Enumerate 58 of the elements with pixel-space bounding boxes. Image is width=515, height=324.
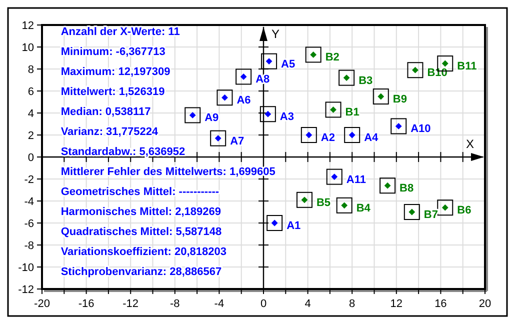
annotation: Median: 0,538117 — [60, 106, 151, 118]
data-label: A5 — [281, 58, 296, 70]
y-tick-label: -12 — [18, 284, 34, 296]
y-tick-label: 10 — [22, 42, 34, 54]
data-label: B8 — [400, 182, 414, 195]
data-label: B4 — [356, 202, 372, 214]
data-label: A11 — [346, 174, 366, 186]
data-label: A10 — [410, 123, 431, 136]
data-label: B2 — [325, 52, 340, 64]
data-label: B5 — [316, 196, 331, 209]
annotation: Varianz: 31,775224 — [60, 126, 159, 138]
data-label: A9 — [204, 112, 219, 124]
y-tick-label: 6 — [28, 86, 34, 98]
y-tick-label: 4 — [28, 108, 34, 120]
x-tick-label: -8 — [170, 298, 180, 310]
y-tick-label: -4 — [24, 196, 34, 208]
y-tick-label: -8 — [24, 240, 34, 252]
x-tick-label: -20 — [34, 298, 50, 310]
annotation: Mittelwert: 1,526319 — [60, 86, 165, 98]
x-tick-label: -12 — [122, 298, 139, 310]
y-tick-label: 2 — [28, 130, 34, 142]
data-label: B1 — [345, 106, 360, 119]
annotation: Anzahl der X-Werte: 11 — [60, 26, 180, 38]
data-label: B9 — [392, 94, 407, 106]
x-tick-label: 20 — [478, 298, 492, 310]
x-tick-label: -16 — [78, 298, 94, 310]
annotation: Maximum: 12,197309 — [60, 66, 170, 78]
x-axis-title: X — [466, 137, 474, 151]
annotation: Variationskoeffizient: 20,818203 — [60, 246, 227, 258]
y-tick-label: -10 — [18, 262, 34, 274]
x-tick-label: 4 — [304, 298, 311, 310]
x-tick-label: 0 — [260, 298, 267, 310]
data-label: A4 — [364, 132, 380, 144]
y-tick-label: 12 — [22, 20, 34, 32]
data-label: B6 — [457, 204, 472, 217]
data-label: A6 — [236, 94, 251, 107]
x-tick-label: -4 — [214, 298, 224, 310]
data-label: A2 — [320, 132, 335, 144]
y-tick-label: -6 — [24, 218, 34, 230]
x-tick-label: 12 — [390, 298, 403, 310]
data-label: B11 — [457, 60, 477, 72]
x-tick-label: 8 — [349, 298, 356, 310]
annotation: Quadratisches Mittel: 5,587148 — [60, 226, 222, 238]
data-label: A1 — [286, 220, 301, 232]
data-label: B3 — [358, 74, 373, 87]
data-label: A7 — [230, 135, 244, 148]
y-axis-title: Y — [271, 27, 280, 41]
annotation: Minimum: -6,367713 — [60, 46, 166, 58]
annotation: Geometrisches Mittel: ----------- — [60, 186, 220, 198]
y-tick-label: -2 — [24, 174, 34, 186]
annotation: Standardabw.: 5,636952 — [60, 146, 186, 158]
y-tick-label: 0 — [28, 152, 34, 164]
annotation: Harmonisches Mittel: 2,189269 — [60, 206, 222, 218]
x-tick-label: 16 — [434, 298, 447, 310]
y-tick-label: 8 — [28, 64, 34, 76]
annotation: Stichprobenvarianz: 28,886567 — [60, 266, 222, 278]
data-label: A3 — [280, 111, 294, 124]
data-label: B7 — [424, 209, 438, 221]
